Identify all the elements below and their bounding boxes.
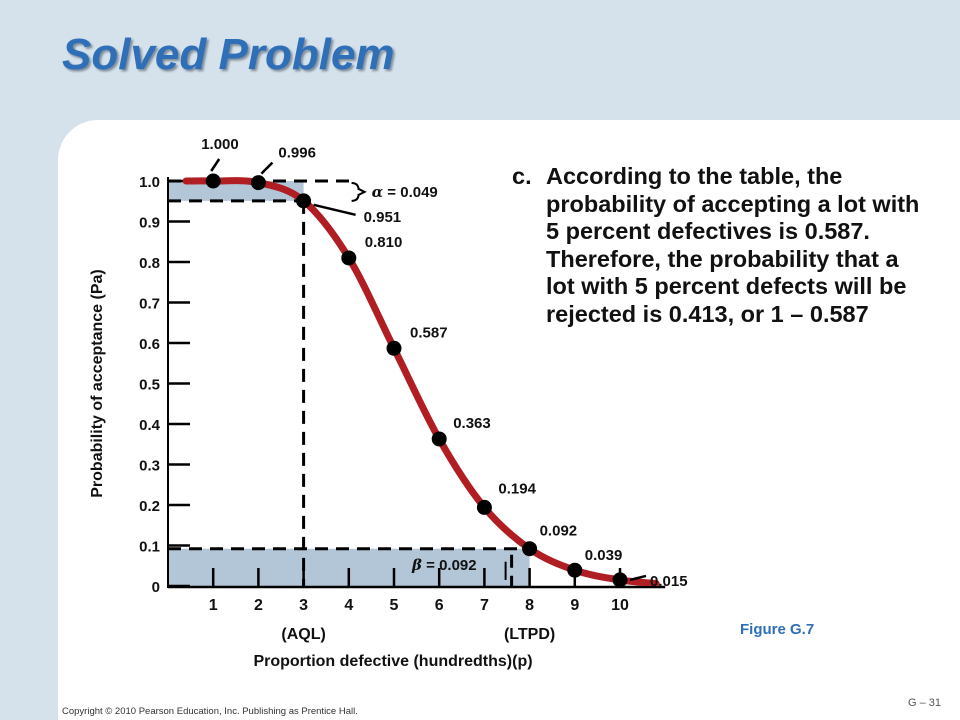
y-tick-label: 0.5 xyxy=(139,377,160,394)
data-label: 0.810 xyxy=(365,234,403,251)
bullet-text: According to the table, the probability … xyxy=(546,163,920,327)
copyright-notice: Copyright © 2010 Pearson Education, Inc.… xyxy=(62,706,358,717)
data-point xyxy=(250,175,266,191)
slide-title: Solved Problem xyxy=(62,30,395,79)
label-leader xyxy=(260,161,274,175)
data-point xyxy=(296,193,312,209)
x-tick-label: 6 xyxy=(435,597,444,614)
y-tick-label: 1.0 xyxy=(139,174,160,191)
y-tick-label: 0.7 xyxy=(139,296,160,313)
label-leader xyxy=(313,203,356,217)
x-tick-label: 1 xyxy=(209,597,218,614)
label-leader xyxy=(629,574,647,582)
data-label: 0.015 xyxy=(650,573,688,590)
y-axis-title: Probability of acceptance (Pa) xyxy=(89,269,106,498)
y-tick-label: 0.6 xyxy=(139,336,160,353)
data-label: 0.951 xyxy=(364,209,402,226)
page-number: G – 31 xyxy=(908,697,942,709)
x-tick-label: 5 xyxy=(390,597,399,614)
content-panel xyxy=(58,120,960,720)
data-label: 0.194 xyxy=(498,480,536,497)
data-point xyxy=(522,541,538,557)
alpha-brace xyxy=(351,182,367,202)
data-point xyxy=(341,250,357,266)
label-leader xyxy=(210,158,221,172)
y-tick-label: 0.1 xyxy=(139,539,160,556)
x-tick-label: 2 xyxy=(254,597,263,614)
y-tick-label: 0.8 xyxy=(139,255,160,272)
figure-caption: Figure G.7 xyxy=(740,621,815,638)
alpha-label: α = 0.049 xyxy=(372,183,438,201)
y-tick-label: 0.2 xyxy=(139,498,160,515)
x-tick-label: 7 xyxy=(480,597,489,614)
data-point xyxy=(431,431,447,447)
data-point xyxy=(612,572,628,588)
data-point xyxy=(205,173,221,189)
data-point xyxy=(386,340,402,356)
x-axis-title: Proportion defective (hundredths)(p) xyxy=(253,653,532,670)
y-tick-label: 0.4 xyxy=(139,417,161,434)
data-label: 0.092 xyxy=(540,523,578,540)
y-tick-label: 0.9 xyxy=(139,215,160,232)
data-label: 0.363 xyxy=(453,415,491,432)
data-label: 0.587 xyxy=(410,324,448,341)
aql-label: (AQL) xyxy=(281,626,325,643)
y-tick-label: 0 xyxy=(152,579,160,596)
x-tick-label: 10 xyxy=(611,597,629,614)
bullet-marker: c. xyxy=(512,163,532,189)
x-tick-label: 8 xyxy=(525,597,534,614)
x-tick-label: 9 xyxy=(570,597,579,614)
data-label: 1.000 xyxy=(201,136,239,153)
explanation-bullet: c. According to the table, the probabili… xyxy=(512,163,922,328)
y-tick-label: 0.3 xyxy=(139,458,160,475)
x-tick-label: 4 xyxy=(344,597,353,614)
data-label: 0.996 xyxy=(278,145,316,162)
beta-label: β = 0.092 xyxy=(411,556,477,574)
ltpd-label: (LTPD) xyxy=(504,626,555,643)
data-point xyxy=(476,499,492,515)
data-point xyxy=(567,562,583,578)
x-tick-label: 3 xyxy=(299,597,308,614)
data-label: 0.039 xyxy=(585,547,623,564)
